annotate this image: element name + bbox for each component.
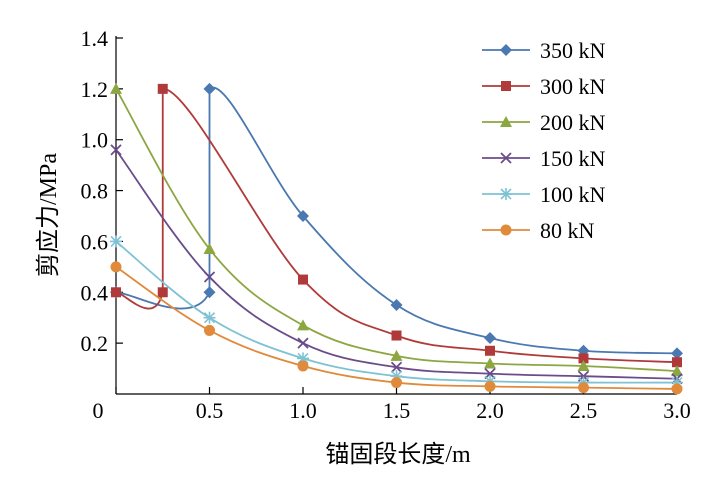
data-point-350-kn — [203, 286, 216, 299]
series-300-kn — [111, 83, 682, 368]
legend-marker — [500, 44, 512, 56]
data-point-300-kn — [485, 345, 495, 356]
x-tick-label: 0 — [93, 398, 104, 423]
y-tick-label: 1.0 — [81, 128, 109, 153]
legend: 350 kN 300 kN 200 kN 150 kN 100 kN 80 kN — [482, 38, 606, 243]
data-point-80-kn — [110, 261, 122, 273]
data-point-300-kn — [578, 353, 589, 364]
series-line-100-kn — [115, 240, 678, 384]
legend-marker — [500, 188, 512, 200]
data-point-150-kn — [110, 144, 122, 156]
data-point-200-kn — [671, 365, 683, 377]
x-tick-label: 1.5 — [383, 398, 411, 423]
x-tick-label: 3.0 — [663, 398, 691, 423]
data-point-200-kn — [297, 319, 309, 331]
x-stroke — [500, 152, 512, 164]
data-point-150-kn — [203, 271, 216, 283]
data-point-200-kn — [484, 357, 496, 369]
data-point-80-kn — [484, 380, 496, 392]
data-point-80-kn — [204, 324, 215, 336]
x-stroke — [203, 271, 216, 283]
data-point-200-kn — [110, 82, 122, 94]
legend-label: 150 kN — [540, 146, 606, 171]
y-tick-label: 0.6 — [81, 229, 109, 254]
y-tick-label: 1.4 — [81, 26, 109, 51]
data-point-350-kn — [297, 210, 309, 222]
x-stroke — [390, 361, 403, 373]
y-tick-label: 0.8 — [81, 179, 109, 204]
legend-marker — [500, 116, 512, 127]
x-stroke — [297, 337, 309, 349]
legend-item-150-kn: 150 kN — [482, 146, 606, 171]
series-150-kn — [110, 144, 683, 385]
data-point-350-kn — [390, 299, 403, 311]
data-point-100-kn — [203, 311, 216, 324]
data-point-300-kn — [157, 83, 168, 94]
legend-item-350-kn: 350 kN — [482, 38, 606, 63]
y-tick-label: 1.2 — [81, 77, 109, 102]
data-point-350-kn — [671, 347, 683, 360]
legend-marker — [500, 152, 512, 164]
data-point-300-kn — [672, 357, 682, 368]
legend-label: 200 kN — [540, 110, 606, 135]
legend-marker — [500, 224, 512, 236]
data-point-100-kn — [110, 235, 122, 248]
data-point-300-kn — [157, 287, 168, 298]
axes: 0.2 0.4 0.6 0.8 1.0 1.2 1.4 0 0.5 1.0 1.5 2.0 2.5 3.0 — [81, 26, 691, 423]
data-point-200-kn — [577, 360, 590, 372]
x-stroke — [110, 144, 122, 156]
legend-marker — [501, 81, 511, 91]
data-point-350-kn — [203, 82, 216, 95]
data-point-300-kn — [391, 330, 402, 341]
legend-label: 300 kN — [540, 74, 606, 99]
data-point-150-kn — [390, 361, 403, 373]
legend-item-100-kn: 100 kN — [482, 182, 606, 207]
legend-item-80-kn: 80 kN — [482, 218, 595, 243]
legend-label: 100 kN — [540, 182, 606, 207]
series-layer — [110, 82, 683, 395]
series-200-kn — [110, 82, 683, 377]
data-point-300-kn — [111, 287, 121, 298]
x-tick-label: 2.5 — [570, 398, 598, 423]
legend-item-300-kn: 300 kN — [482, 74, 606, 99]
data-point-80-kn — [578, 382, 589, 394]
series-350-kn — [110, 82, 683, 360]
data-point-200-kn — [390, 349, 403, 361]
y-tick-label: 0.2 — [81, 331, 109, 356]
data-point-300-kn — [298, 274, 308, 285]
x-tick-label: 1.0 — [289, 398, 317, 423]
data-point-80-kn — [391, 377, 402, 389]
data-point-80-kn — [297, 360, 309, 372]
y-tick-label: 0.4 — [81, 280, 109, 305]
legend-item-200-kn: 200 kN — [482, 110, 606, 135]
legend-label: 350 kN — [540, 38, 606, 63]
series-100-kn — [110, 235, 683, 389]
x-axis-title: 锚固段长度/m — [325, 441, 471, 468]
data-point-150-kn — [297, 337, 309, 349]
data-point-200-kn — [203, 243, 216, 255]
series-80-kn — [110, 261, 683, 395]
data-point-80-kn — [671, 383, 683, 395]
data-point-350-kn — [484, 332, 496, 345]
legend-label: 80 kN — [540, 218, 595, 243]
x-tick-label: 2.0 — [476, 398, 504, 423]
y-axis-title: 剪应力/MPa — [35, 153, 62, 277]
x-tick-label: 0.5 — [196, 398, 224, 423]
